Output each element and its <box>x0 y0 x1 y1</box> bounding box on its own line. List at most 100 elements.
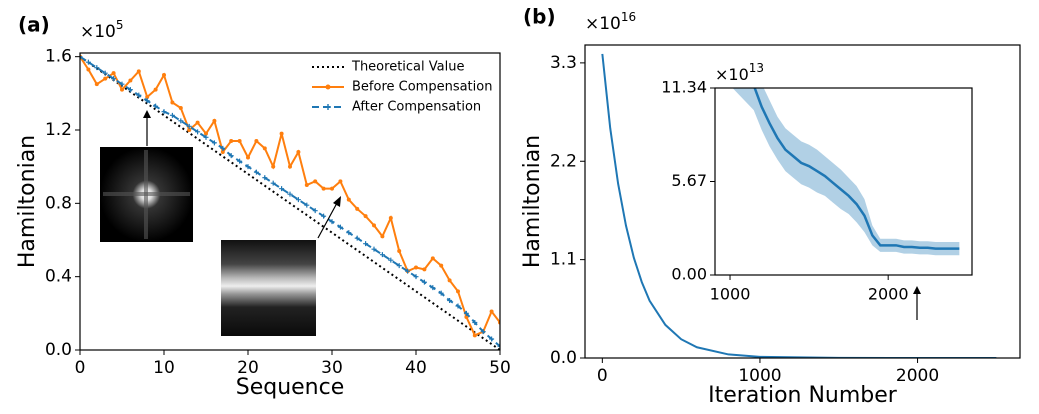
point <box>128 78 133 83</box>
x-tick-label: 40 <box>405 358 427 378</box>
point <box>379 252 385 258</box>
point <box>279 186 285 192</box>
point <box>337 224 343 230</box>
point <box>464 315 469 319</box>
legend-marker <box>325 104 331 110</box>
point <box>204 131 208 136</box>
multiplier-exponent: 13 <box>749 61 764 75</box>
x-tick-label: 0 <box>75 358 86 378</box>
point <box>388 216 393 220</box>
point <box>380 234 385 239</box>
point <box>405 268 411 274</box>
point <box>430 256 435 261</box>
point <box>472 320 478 325</box>
multiplier-exponent: 5 <box>116 18 124 32</box>
point <box>414 265 418 270</box>
point <box>321 186 326 191</box>
point <box>338 179 343 184</box>
point <box>330 186 334 191</box>
point <box>195 120 200 125</box>
point <box>145 95 150 99</box>
point <box>363 241 369 247</box>
y-tick-label: 5.67 <box>671 171 707 190</box>
plot-layer: 0 10 20 30 40 500.00.40.81.21.6SequenceHamilt… <box>15 5 1021 408</box>
y-axis-title: Hamiltonian <box>520 135 545 268</box>
point <box>262 175 268 181</box>
point <box>270 180 276 186</box>
point <box>211 140 217 146</box>
point <box>456 289 460 294</box>
point <box>489 309 494 314</box>
x-tick-label: 50 <box>489 358 511 378</box>
point <box>304 183 309 187</box>
point <box>489 336 495 342</box>
point <box>288 164 292 169</box>
x-tick-label: 10 <box>153 358 175 378</box>
panel-label: (b) <box>523 5 556 29</box>
arrow-head <box>333 196 341 207</box>
point <box>438 290 444 296</box>
y-tick-label: 2.2 <box>550 151 577 171</box>
point <box>144 98 150 104</box>
point <box>329 219 335 225</box>
multiplier-base: ×10 <box>715 65 749 84</box>
point <box>120 87 124 92</box>
beam-streak <box>103 192 190 196</box>
point <box>447 298 453 303</box>
y-tick-label: 1.6 <box>45 47 72 67</box>
arrow-head <box>913 286 921 294</box>
point <box>153 87 158 92</box>
point <box>447 278 452 283</box>
point <box>212 118 217 123</box>
legend-label: Theoretical Value <box>351 60 464 75</box>
point <box>94 65 100 71</box>
point <box>127 87 133 93</box>
x-tick-label: 2000 <box>896 366 939 386</box>
error-band <box>732 88 960 256</box>
point <box>86 67 91 72</box>
point <box>321 213 327 219</box>
panel: 1000 2000 0.00 5.67 11.34 ×1013 <box>661 61 973 304</box>
y-tick-label: 0.0 <box>45 340 72 360</box>
y-tick-label: 1.1 <box>550 250 577 270</box>
x-axis-title: Sequence <box>236 375 345 400</box>
y-tick-label: 1.2 <box>45 120 72 140</box>
point <box>178 106 183 110</box>
arrow <box>317 202 338 239</box>
point <box>346 197 351 202</box>
series-layer <box>80 54 500 350</box>
point <box>102 70 108 76</box>
point <box>363 214 368 219</box>
legend-label: After Compensation <box>352 100 481 115</box>
point <box>372 223 376 228</box>
point <box>246 155 250 160</box>
point <box>254 139 259 143</box>
point <box>371 246 377 252</box>
point <box>312 208 318 214</box>
line-series <box>753 88 960 250</box>
x-tick-label: 0 <box>597 366 608 386</box>
point <box>187 128 192 132</box>
y-tick-label: 0.0 <box>550 348 577 368</box>
plot-frame <box>79 52 501 351</box>
point <box>111 76 117 82</box>
point <box>186 123 192 129</box>
axis-multiplier: ×105 <box>80 18 124 43</box>
multiplier-base: ×10 <box>585 14 621 34</box>
point <box>355 206 360 211</box>
point <box>313 179 318 184</box>
point <box>85 59 91 65</box>
point <box>480 329 486 335</box>
panel: 0 10 20 30 40 50 0.0 0.4 0.8 1.2 1.6 Sequence Hamilt… <box>15 13 511 401</box>
point <box>136 92 142 98</box>
point <box>413 274 419 280</box>
series-layer <box>732 88 960 256</box>
plot-frame <box>714 87 973 276</box>
point <box>220 145 226 151</box>
point <box>245 164 251 170</box>
y-tick-label: 11.34 <box>661 78 707 97</box>
point <box>354 235 360 241</box>
point <box>169 112 175 118</box>
line-series <box>80 55 500 350</box>
